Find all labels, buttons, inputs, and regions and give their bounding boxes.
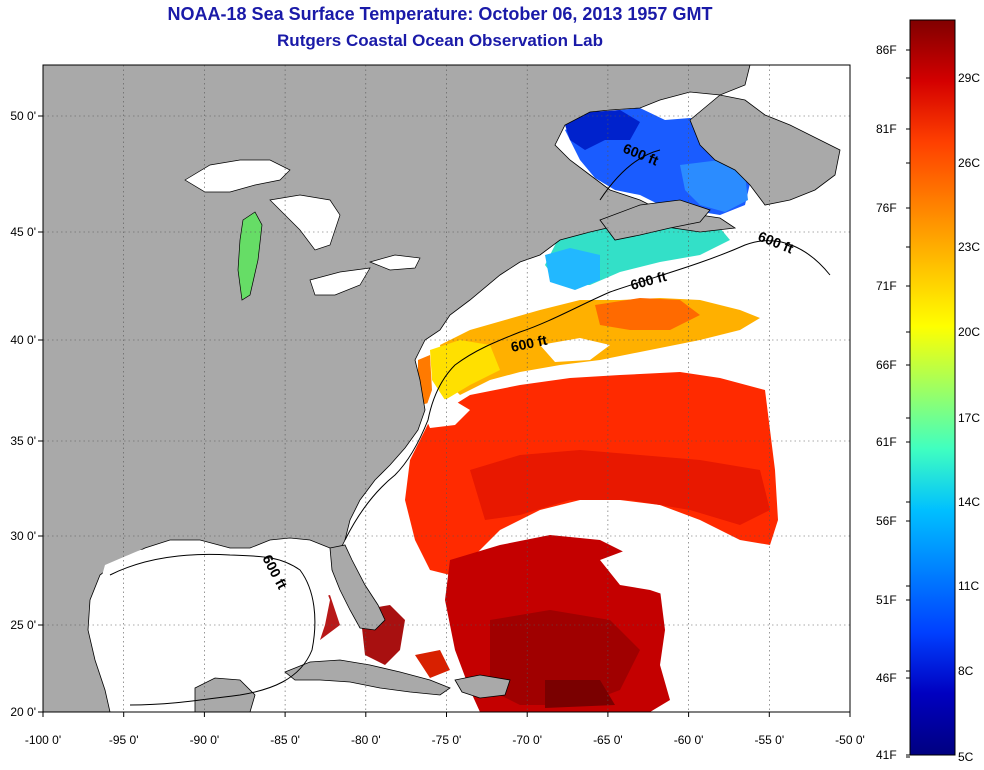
latitude-label: 20 0' xyxy=(10,705,36,719)
great-lakes xyxy=(184,159,421,301)
colorbar-fahrenheit-label: 86F xyxy=(876,43,897,57)
latitude-label: 50 0' xyxy=(10,109,36,123)
latitude-label: 30 0' xyxy=(10,529,36,543)
longitude-label: -55 0' xyxy=(754,733,784,747)
latitude-label: 45 0' xyxy=(10,225,36,239)
map-layers xyxy=(43,65,850,712)
colorbar-fahrenheit-label: 66F xyxy=(876,358,897,372)
longitude-axis: -100 0' -95 0' -90 0' -85 0' -80 0' -75 0' -70… xyxy=(25,712,865,747)
colorbar-fahrenheit-label: 56F xyxy=(876,514,897,528)
longitude-label: -75 0' xyxy=(432,733,462,747)
map-subtitle: Rutgers Coastal Ocean Observation Lab xyxy=(277,31,603,50)
colorbar-fahrenheit-label: 81F xyxy=(876,122,897,136)
longitude-label: -100 0' xyxy=(25,733,61,747)
colorbar-celsius-label: 17C xyxy=(958,411,981,425)
latitude-label: 35 0' xyxy=(10,434,36,448)
colorbar-celsius-label: 8C xyxy=(958,664,974,678)
contour-label-midatlantic: 600 ft xyxy=(509,332,548,355)
sst-data-layer xyxy=(238,108,778,712)
colorbar-fahrenheit-label: 76F xyxy=(876,201,897,215)
colorbar-celsius-label: 5C xyxy=(958,750,974,764)
colorbar-fahrenheit-label: 51F xyxy=(876,593,897,607)
gulf-of-mexico xyxy=(95,545,330,700)
longitude-label: -95 0' xyxy=(109,733,139,747)
longitude-label: -70 0' xyxy=(512,733,542,747)
colorbar-celsius-label: 26C xyxy=(958,156,981,170)
colorbar-fahrenheit-label: 46F xyxy=(876,671,897,685)
latitude-label: 25 0' xyxy=(10,618,36,632)
colorbar-celsius-label: 29C xyxy=(958,71,981,85)
depth-contour-600ft xyxy=(109,149,831,706)
longitude-label: -65 0' xyxy=(593,733,623,747)
colorbar xyxy=(909,19,956,756)
longitude-label: -50 0' xyxy=(835,733,865,747)
longitude-label: -80 0' xyxy=(351,733,381,747)
longitude-label: -90 0' xyxy=(190,733,220,747)
latitude-axis: 50 0' 45 0' 40 0' 35 0' 30 0' 25 0' 20 0' xyxy=(10,109,43,719)
latitude-label: 40 0' xyxy=(10,333,36,347)
colorbar-celsius-label: 20C xyxy=(958,325,981,339)
longitude-label: -60 0' xyxy=(674,733,704,747)
colorbar-celsius-label: 23C xyxy=(958,240,981,254)
colorbar-ticks xyxy=(906,49,910,758)
land-layer xyxy=(43,65,841,712)
colorbar-celsius-label: 14C xyxy=(958,495,981,509)
colorbar-fahrenheit-label: 41F xyxy=(876,748,897,762)
map-title: NOAA-18 Sea Surface Temperature: October… xyxy=(167,4,713,24)
longitude-label: -85 0' xyxy=(270,733,300,747)
colorbar-fahrenheit-label: 71F xyxy=(876,279,897,293)
colorbar-fahrenheit-label: 61F xyxy=(876,435,897,449)
colorbar-celsius-label: 11C xyxy=(958,579,980,593)
